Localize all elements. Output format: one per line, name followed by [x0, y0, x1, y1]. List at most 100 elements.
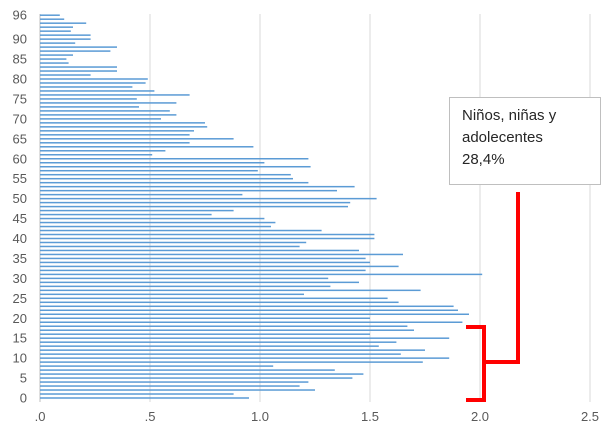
bar-age-31 [40, 273, 483, 276]
bar-age-60 [40, 158, 309, 160]
bar-age-94 [40, 22, 87, 24]
bar-age-29 [40, 281, 359, 284]
bar-age-14 [40, 341, 397, 343]
y-tick-label: 40 [13, 231, 27, 246]
bar-age-21 [40, 313, 469, 316]
bar-age-4 [40, 381, 309, 383]
annotation-callout: Niños, niñas y adolecentes 28,4% [449, 97, 601, 185]
y-tick-label: 75 [13, 91, 27, 106]
bar-age-2 [40, 389, 315, 391]
y-tick-label: 60 [13, 151, 27, 166]
bar-age-71 [40, 114, 177, 116]
bar-age-90 [40, 38, 91, 40]
bar-age-0 [40, 397, 249, 399]
y-tick-label: 85 [13, 52, 27, 67]
bar-age-6 [40, 373, 364, 375]
bar-age-41 [40, 233, 375, 236]
bar-age-18 [40, 325, 408, 327]
y-tick-label: 5 [20, 371, 27, 386]
bar-age-9 [40, 361, 423, 363]
bar-age-16 [40, 333, 370, 335]
bracket-ages-0-18 [466, 325, 518, 402]
x-axis-ticks: .0 .5 1.0 1.5 2.0 2.5 [35, 409, 599, 424]
bar-age-12 [40, 349, 425, 351]
bar-age-84 [40, 62, 69, 64]
bar-age-39 [40, 241, 307, 244]
bar-age-35 [40, 257, 366, 260]
bar-age-44 [40, 221, 276, 224]
bar-age-7 [40, 369, 335, 371]
bar-age-33 [40, 265, 399, 268]
x-tick-label: 1.0 [251, 409, 269, 424]
bar-age-73 [40, 106, 139, 108]
bar-age-19 [40, 321, 463, 323]
bar-age-3 [40, 385, 300, 387]
bar-age-88 [40, 46, 117, 48]
bar-age-50 [40, 197, 377, 200]
bar-age-63 [40, 146, 254, 148]
y-tick-label: 25 [13, 291, 27, 306]
bar-age-93 [40, 26, 73, 28]
bar-age-79 [40, 82, 146, 84]
bar-age-86 [40, 54, 73, 56]
bar-age-15 [40, 337, 450, 339]
y-tick-label: 30 [13, 271, 27, 286]
bar-age-26 [40, 293, 304, 296]
y-tick-label: 55 [13, 171, 27, 186]
bar-age-17 [40, 329, 414, 331]
bar-age-85 [40, 58, 67, 60]
bar-age-27 [40, 289, 421, 292]
bar-age-57 [40, 169, 258, 172]
y-axis-ticks: 0 5 10 15 20 25 30 35 40 45 50 55 60 65 70 75 80 85 90 96 [13, 8, 27, 406]
bar-age-91 [40, 34, 91, 36]
bar-age-30 [40, 277, 329, 280]
annotation-line-3: 28,4% [462, 151, 505, 168]
bar-age-80 [40, 78, 148, 80]
bar-age-87 [40, 50, 111, 52]
bar-age-23 [40, 305, 454, 308]
bar-age-10 [40, 357, 450, 359]
bar-age-25 [40, 297, 388, 300]
y-tick-label: 10 [13, 351, 27, 366]
bar-age-22 [40, 309, 458, 312]
bar-age-48 [40, 205, 348, 208]
bar-age-77 [40, 90, 155, 92]
x-tick-label: 2.0 [471, 409, 489, 424]
bar-age-11 [40, 353, 401, 355]
annotation-line-2: adolecentes [462, 129, 543, 146]
bar-age-70 [40, 118, 161, 120]
bar-age-5 [40, 377, 353, 379]
bar-age-64 [40, 142, 190, 144]
y-tick-label: 65 [13, 131, 27, 146]
bar-age-20 [40, 317, 370, 319]
bar-age-47 [40, 209, 234, 212]
bar-age-24 [40, 301, 399, 304]
y-tick-label: 70 [13, 111, 27, 126]
bar-age-36 [40, 253, 403, 256]
bar-age-1 [40, 393, 234, 395]
bar-age-81 [40, 74, 91, 76]
x-tick-label: 2.5 [581, 409, 599, 424]
bar-age-96 [40, 14, 60, 16]
bar-age-34 [40, 261, 370, 264]
bar-age-82 [40, 70, 117, 72]
bar-age-56 [40, 173, 291, 176]
y-tick-label: 15 [13, 331, 27, 346]
bar-age-42 [40, 229, 322, 232]
bar-age-78 [40, 86, 133, 88]
bar-age-69 [40, 122, 205, 124]
y-tick-label: 50 [13, 191, 27, 206]
bar-age-76 [40, 94, 190, 96]
bar-age-72 [40, 110, 170, 112]
bar-age-89 [40, 42, 76, 44]
bar-age-55 [40, 177, 293, 180]
y-tick-label: 35 [13, 251, 27, 266]
bar-age-8 [40, 365, 274, 367]
bar-age-95 [40, 18, 65, 20]
bar-age-40 [40, 237, 375, 240]
bar-age-65 [40, 138, 234, 140]
bar-age-52 [40, 189, 337, 192]
bar-age-67 [40, 130, 194, 132]
bar-age-61 [40, 154, 153, 156]
x-tick-label: 1.5 [361, 409, 379, 424]
